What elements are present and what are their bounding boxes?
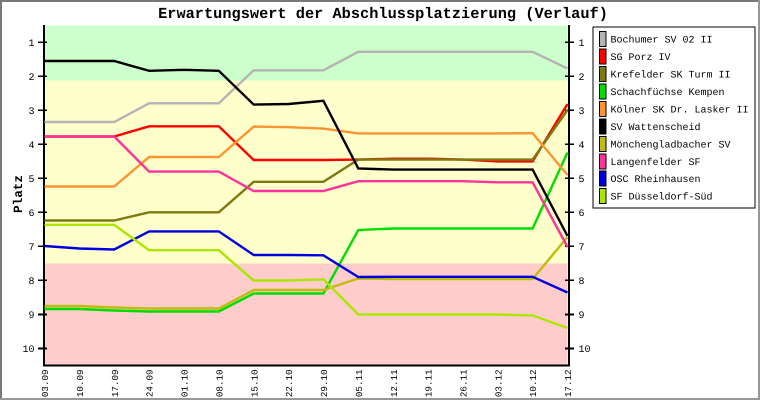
svg-text:17.12: 17.12	[563, 370, 574, 398]
svg-text:Mönchengladbacher SV: Mönchengladbacher SV	[611, 139, 731, 151]
svg-text:5: 5	[579, 175, 585, 186]
svg-text:2: 2	[28, 73, 34, 84]
svg-text:2: 2	[579, 73, 585, 84]
svg-text:1: 1	[28, 39, 34, 50]
svg-text:4: 4	[28, 141, 34, 152]
svg-text:Krefelder SK Turm II: Krefelder SK Turm II	[611, 70, 731, 82]
svg-text:10.09: 10.09	[75, 370, 86, 398]
svg-text:SV Wattenscheid: SV Wattenscheid	[611, 122, 701, 134]
svg-text:Langenfelder SF: Langenfelder SF	[611, 157, 701, 169]
svg-text:7: 7	[579, 243, 585, 254]
svg-text:Bochumer SV 02 II: Bochumer SV 02 II	[611, 35, 713, 47]
svg-text:10: 10	[579, 345, 591, 356]
svg-text:05.11: 05.11	[354, 369, 365, 397]
svg-text:4: 4	[579, 141, 585, 152]
svg-text:OSC Rheinhausen: OSC Rheinhausen	[611, 174, 701, 186]
svg-text:22.10: 22.10	[284, 370, 295, 398]
svg-text:8: 8	[579, 277, 585, 288]
svg-text:SF Düsseldorf-Süd: SF Düsseldorf-Süd	[611, 192, 713, 204]
svg-text:03.09: 03.09	[40, 370, 51, 398]
svg-text:6: 6	[28, 209, 34, 220]
svg-text:8: 8	[28, 277, 34, 288]
svg-text:03.12: 03.12	[493, 370, 504, 398]
svg-text:10.12: 10.12	[528, 370, 539, 398]
svg-text:29.10: 29.10	[319, 370, 330, 398]
svg-text:Schachfüchse Kempen: Schachfüchse Kempen	[611, 87, 725, 99]
svg-text:10: 10	[22, 345, 34, 356]
svg-text:3: 3	[579, 107, 585, 118]
svg-text:26.11: 26.11	[459, 369, 470, 397]
svg-text:Platz: Platz	[11, 175, 26, 213]
svg-text:7: 7	[28, 243, 34, 254]
svg-text:15.10: 15.10	[249, 370, 260, 398]
svg-text:01.10: 01.10	[180, 370, 191, 398]
svg-text:08.10: 08.10	[214, 370, 225, 398]
svg-text:17.09: 17.09	[110, 370, 121, 398]
svg-text:9: 9	[579, 311, 585, 322]
svg-text:24.09: 24.09	[145, 370, 156, 398]
svg-text:19.11: 19.11	[424, 369, 435, 397]
svg-text:9: 9	[28, 311, 34, 322]
svg-text:1: 1	[579, 39, 585, 50]
svg-text:Kölner SK Dr. Lasker II: Kölner SK Dr. Lasker II	[611, 104, 749, 116]
svg-text:3: 3	[28, 107, 34, 118]
svg-text:SG Porz IV: SG Porz IV	[611, 53, 671, 64]
svg-text:6: 6	[579, 209, 585, 220]
svg-text:12.11: 12.11	[389, 369, 400, 397]
svg-text:5: 5	[28, 175, 34, 186]
svg-text:Erwartungswert der Abschlusspl: Erwartungswert der Abschlussplatzierung …	[158, 5, 608, 23]
